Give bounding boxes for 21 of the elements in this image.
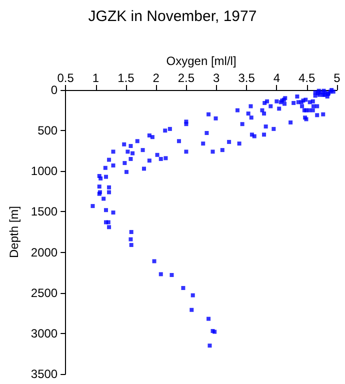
y-tick-label: 3000 bbox=[30, 326, 58, 340]
x-tick-label: 4 bbox=[273, 71, 280, 85]
x-tick-label: 3.5 bbox=[238, 71, 256, 85]
x-tick-label: 0.5 bbox=[57, 71, 74, 85]
y-axis-title: Depth [m] bbox=[7, 206, 21, 258]
y-tick-label: 0 bbox=[50, 83, 58, 97]
chart-title: JGZK in November, 1977 bbox=[88, 8, 257, 25]
y-tick-label: 2000 bbox=[30, 245, 58, 260]
y-tick-label: 1500 bbox=[30, 204, 58, 219]
y-tick-label: 500 bbox=[38, 124, 58, 138]
x-tick-label: 4.5 bbox=[298, 71, 316, 85]
x-axis-title: Oxygen [ml/l] bbox=[166, 54, 236, 68]
x-tick-label: 2 bbox=[152, 71, 160, 85]
y-tick-label: 2500 bbox=[30, 286, 58, 300]
x-tick-label: 5 bbox=[334, 71, 341, 85]
x-tick-label: 2.5 bbox=[178, 71, 195, 85]
x-tick-label: 1 bbox=[92, 71, 100, 85]
y-tick-label: 3500 bbox=[30, 367, 58, 381]
x-tick-label: 3 bbox=[213, 71, 220, 85]
y-tick-label: 1000 bbox=[30, 164, 58, 178]
x-tick-label: 1.5 bbox=[118, 71, 135, 85]
